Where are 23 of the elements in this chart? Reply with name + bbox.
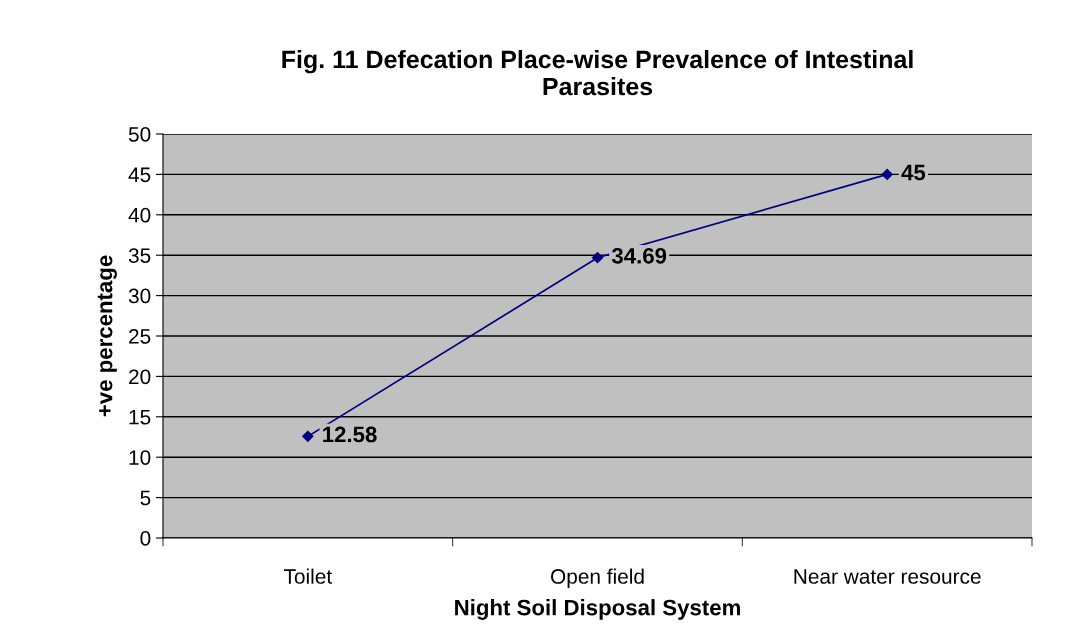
data-label: 34.69 <box>611 247 667 264</box>
y-tick-label: 0 <box>140 531 151 546</box>
y-tick-label: 5 <box>140 490 151 506</box>
data-label: 45 <box>901 164 926 181</box>
x-tick-label: Toilet <box>283 568 332 584</box>
y-tick-label: 50 <box>128 127 151 142</box>
y-tick-label: 45 <box>128 167 151 183</box>
y-axis-title: +ve percentage <box>97 255 117 417</box>
y-tick-label: 15 <box>129 410 151 425</box>
y-tick-label: 10 <box>129 450 151 465</box>
y-tick-label: 25 <box>129 329 151 344</box>
y-tick-label: 30 <box>128 288 151 304</box>
chart-title: Fig. 11 Defecation Place-wise Prevalence of Intestinal Parasites <box>282 49 913 96</box>
data-label: 12.58 <box>323 426 377 443</box>
point <box>302 430 314 442</box>
point <box>591 252 604 264</box>
y-tick-label: 35 <box>128 248 151 263</box>
y-tick-label: 40 <box>128 207 151 223</box>
x-tick-label: Open field <box>551 568 644 588</box>
y-tick-label: 20 <box>129 369 151 385</box>
x-tick-label: Near water resource <box>794 569 981 584</box>
x-axis-title: Night Soil Disposal System <box>455 599 740 620</box>
point <box>881 168 893 181</box>
